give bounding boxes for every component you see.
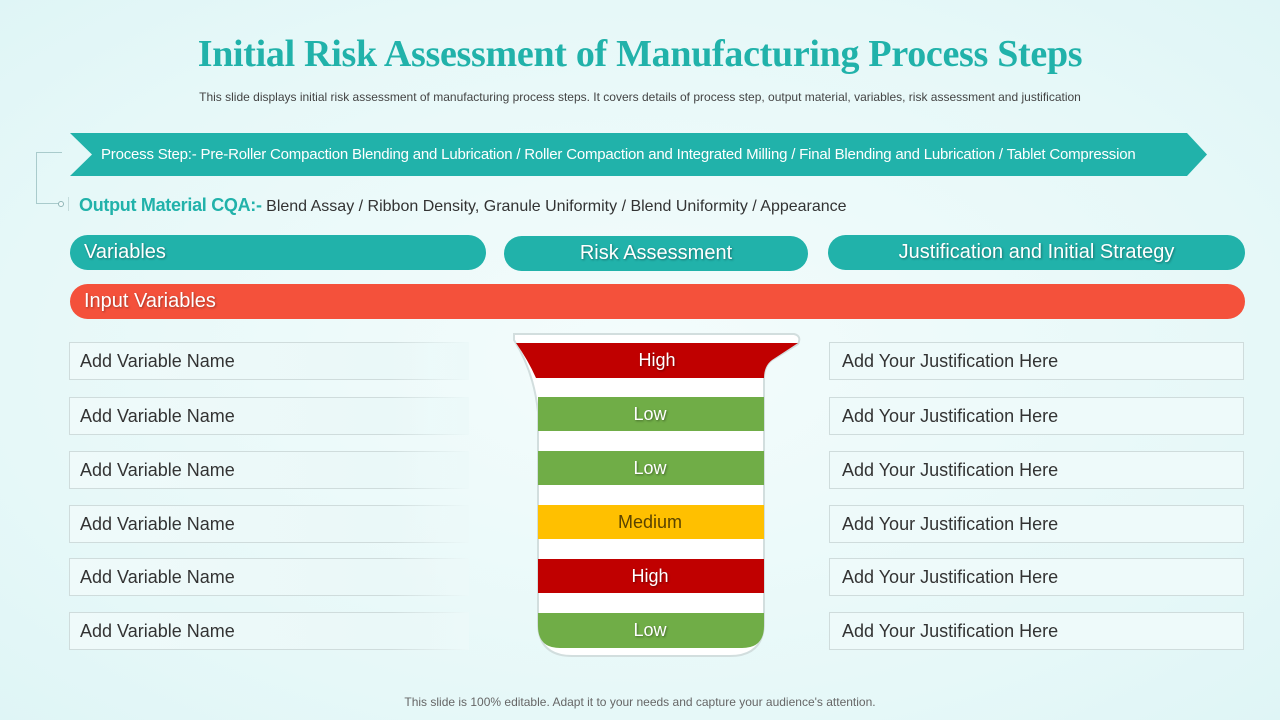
justification-field[interactable]: Add Your Justification Here (829, 558, 1244, 596)
header-risk-assessment: Risk Assessment (504, 236, 808, 271)
output-material-cqa: Output Material CQA:- Blend Assay / Ribb… (79, 195, 847, 216)
justification-field[interactable]: Add Your Justification Here (829, 342, 1244, 380)
connector-dot-icon (58, 201, 64, 207)
justification-field[interactable]: Add Your Justification Here (829, 451, 1244, 489)
justification-field[interactable]: Add Your Justification Here (829, 397, 1244, 435)
justification-field[interactable]: Add Your Justification Here (829, 612, 1244, 650)
variable-name-field[interactable]: Add Variable Name (69, 612, 469, 650)
variable-name-field[interactable]: Add Variable Name (69, 505, 469, 543)
header-justification: Justification and Initial Strategy (828, 235, 1245, 270)
slide-footer: This slide is 100% editable. Adapt it to… (404, 695, 876, 709)
input-variables-bar: Input Variables (70, 284, 1245, 319)
justification-field[interactable]: Add Your Justification Here (829, 505, 1244, 543)
risk-level-badge: Low (633, 458, 667, 478)
variable-name-field[interactable]: Add Variable Name (69, 558, 469, 596)
cqa-label: Output Material CQA:- (79, 195, 262, 215)
slide-title: Initial Risk Assessment of Manufacturing… (197, 33, 1083, 75)
header-variables: Variables (70, 235, 486, 270)
connector-tick (68, 197, 69, 211)
risk-level-badge: Low (633, 404, 667, 424)
connector-line (36, 152, 62, 204)
variable-name-field[interactable]: Add Variable Name (69, 397, 469, 435)
risk-level-badge: Medium (617, 512, 683, 532)
slide-subtitle: This slide displays initial risk assessm… (199, 90, 1081, 104)
risk-level-badge: High (638, 350, 676, 370)
beaker-icon (513, 333, 801, 657)
process-step-text: Process Step:- Pre-Roller Compaction Ble… (101, 146, 1136, 163)
variable-name-field[interactable]: Add Variable Name (69, 342, 469, 380)
cqa-value: Blend Assay / Ribbon Density, Granule Un… (261, 198, 847, 215)
variable-name-field[interactable]: Add Variable Name (69, 451, 469, 489)
process-step-banner: Process Step:- Pre-Roller Compaction Ble… (70, 133, 1207, 176)
risk-level-badge: Low (633, 620, 667, 640)
risk-level-badge: High (631, 566, 669, 586)
risk-beaker-graphic (510, 332, 802, 658)
